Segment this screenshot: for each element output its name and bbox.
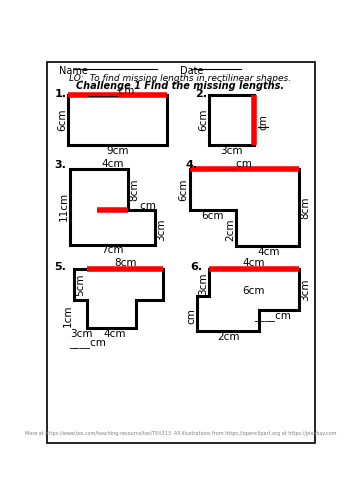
Text: 4.: 4. (185, 160, 197, 170)
Text: 6.: 6. (190, 262, 202, 272)
Text: 2cm: 2cm (225, 218, 235, 240)
Bar (68, 94, 167, 144)
Text: 1.: 1. (54, 90, 66, 100)
Text: 3cm: 3cm (156, 218, 166, 240)
Text: 4cm: 4cm (102, 159, 124, 169)
Text: cm: cm (258, 114, 268, 130)
Text: More at https://www.tes.com/teaching-resource/tes/TEA313  All illustrations from: More at https://www.tes.com/teaching-res… (25, 431, 336, 436)
Text: Name: Name (59, 66, 88, 76)
Text: Challenge 1 Find the missing lengths.: Challenge 1 Find the missing lengths. (77, 81, 285, 91)
Text: 6cm: 6cm (243, 286, 265, 296)
Text: 6cm: 6cm (179, 178, 189, 201)
Text: LO:  To find missing lengths in rectilinear shapes.: LO: To find missing lengths in rectiline… (70, 74, 292, 83)
Text: 9cm: 9cm (106, 146, 128, 156)
Text: 5cm: 5cm (76, 274, 85, 296)
Text: cm: cm (186, 308, 196, 324)
Text: 2cm: 2cm (217, 332, 240, 342)
Text: 3cm: 3cm (300, 278, 310, 300)
Text: 4cm: 4cm (243, 258, 265, 268)
Text: 2.: 2. (195, 90, 207, 100)
Text: 6cm: 6cm (202, 210, 224, 220)
Text: 3cm: 3cm (220, 146, 243, 156)
Text: 1cm: 1cm (63, 304, 73, 327)
Text: 6cm: 6cm (198, 109, 208, 132)
Text: ______cm: ______cm (87, 86, 134, 96)
Text: 11cm: 11cm (59, 192, 69, 221)
Text: 3.: 3. (54, 160, 66, 170)
Text: 3cm: 3cm (198, 272, 208, 294)
Text: 8cm: 8cm (129, 178, 139, 201)
Text: Date: Date (180, 66, 203, 76)
Text: 6cm: 6cm (57, 109, 67, 132)
Text: 4cm: 4cm (103, 329, 126, 339)
Text: 8cm: 8cm (300, 196, 310, 219)
Text: ____cm: ____cm (69, 338, 106, 348)
Text: ____cm: ____cm (119, 202, 156, 211)
Text: 7cm: 7cm (102, 245, 124, 255)
Text: ____cm: ____cm (215, 159, 252, 169)
Text: 4cm: 4cm (257, 246, 280, 256)
Text: ____cm: ____cm (254, 312, 291, 322)
Text: 3cm: 3cm (70, 329, 92, 339)
Text: 8cm: 8cm (114, 258, 136, 268)
Text: 5.: 5. (54, 262, 66, 272)
Bar (209, 94, 254, 144)
